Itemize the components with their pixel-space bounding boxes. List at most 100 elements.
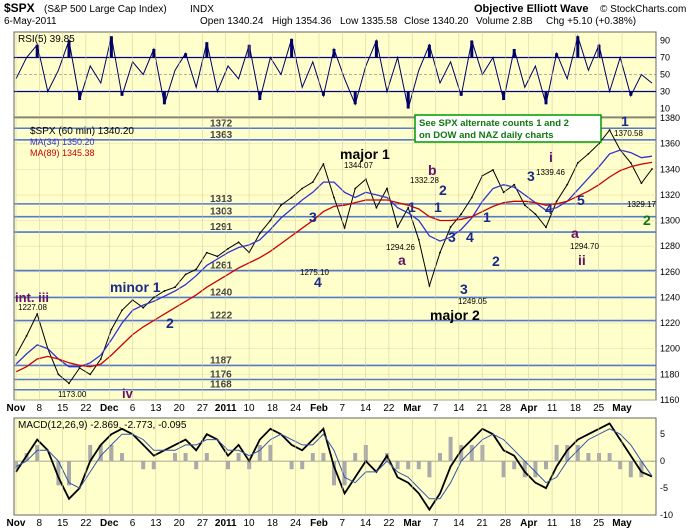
wave-3: 3 — [309, 209, 317, 225]
x-tick-label: 2011 — [215, 518, 237, 529]
price-point — [396, 226, 399, 228]
rsi-line — [15, 34, 653, 109]
stat-high: High 1354.36 — [272, 16, 332, 27]
price-point — [311, 181, 314, 183]
x-tick-label: 6 — [130, 403, 136, 414]
price-tick-label: 1180 — [660, 369, 679, 379]
price-tick-label: 1340 — [660, 164, 680, 174]
price-point — [354, 187, 357, 190]
x-tick-label: 8 — [37, 518, 43, 529]
ann-1370: 1370.58 — [614, 129, 643, 138]
x-tick-label: 22 — [383, 518, 395, 529]
x-tick-label: 13 — [150, 518, 162, 529]
note-line-2: on DOW and NAZ daily charts — [419, 130, 554, 141]
price-point — [386, 187, 388, 190]
ann-1294a: 1294.26 — [386, 243, 415, 252]
price-point — [227, 247, 229, 250]
macd-tick-label: -10 — [660, 510, 673, 520]
x-tick-label: May — [612, 403, 632, 414]
chart-exchange: INDX — [190, 4, 214, 15]
level-label: 1261 — [210, 261, 233, 272]
x-tick-label: 10 — [244, 403, 256, 414]
level-label: 1372 — [210, 118, 233, 129]
price-point — [640, 182, 643, 185]
price-point — [333, 196, 335, 199]
x-tick-label: 14 — [360, 403, 372, 414]
level-label: 1291 — [210, 222, 233, 233]
x-tick-label: May — [612, 518, 632, 529]
copyright-label: © StockCharts.com — [600, 4, 686, 15]
price-point — [428, 284, 431, 287]
macd-signal-line — [15, 428, 653, 500]
x-tick-label: Dec — [100, 403, 119, 414]
price-point — [195, 268, 198, 271]
price-point — [439, 251, 441, 254]
price-point — [598, 142, 600, 145]
stat-close: Close 1340.20 — [404, 16, 469, 27]
x-tick-label: 2011 — [215, 403, 237, 414]
ann-1249: 1249.05 — [458, 297, 487, 306]
price-point — [36, 313, 39, 315]
chart-date: 6-May-2011 — [4, 16, 57, 27]
wave-minor-2: 2 — [166, 315, 174, 331]
wave-c-2: 2 — [439, 182, 447, 198]
macd-tick-label: -5 — [660, 483, 668, 493]
wave-major-2: major 2 — [430, 307, 480, 323]
x-tick-label: Mar — [403, 518, 421, 529]
wave-ii: ii — [578, 252, 586, 268]
price-panel — [13, 117, 657, 401]
price-point — [492, 169, 494, 171]
ann-1344: 1344.07 — [344, 161, 373, 170]
price-point — [174, 286, 176, 289]
wave-new-1: 1 — [621, 113, 629, 129]
price-point — [460, 213, 463, 216]
x-tick-label: 7 — [433, 403, 439, 414]
price-tick-label: 1280 — [660, 241, 680, 251]
x-tick-label: 15 — [57, 403, 69, 414]
price-point — [587, 152, 590, 155]
wave-major-1: major 1 — [340, 146, 390, 162]
price-tick-label: 1320 — [660, 190, 680, 200]
price-point — [555, 200, 558, 203]
stat-open: Open 1340.24 — [200, 16, 264, 27]
wave-r-1: 1 — [483, 209, 491, 225]
wave-s5: 5 — [577, 192, 585, 208]
x-tick-label: 20 — [174, 403, 186, 414]
price-point — [502, 191, 505, 194]
wave-s3: 3 — [527, 168, 535, 184]
x-tick-label: 10 — [244, 518, 256, 529]
x-tick-label: 24 — [290, 518, 302, 529]
wave-c-4: 4 — [466, 229, 474, 245]
ann-1339: 1339.46 — [536, 168, 565, 177]
x-tick-label: 6 — [130, 518, 136, 529]
x-tick-label: 22 — [80, 403, 92, 414]
price-point — [417, 238, 420, 241]
wave-r-2: 2 — [492, 253, 500, 269]
chart-name: (S&P 500 Large Cap Index) — [44, 4, 167, 15]
price-point — [608, 129, 611, 131]
price-point — [470, 196, 473, 199]
level-label: 1303 — [210, 207, 233, 218]
price-legend-ma34: MA(34) 1350.20 — [30, 137, 95, 147]
x-tick-label: 11 — [547, 403, 558, 414]
x-tick-label: 21 — [477, 518, 489, 529]
wave-4: 4 — [314, 274, 322, 290]
note-line-1: See SPX alternate counts 1 and 2 — [419, 118, 569, 129]
rsi-tick-label: 70 — [660, 53, 670, 63]
x-tick-label: 22 — [80, 518, 92, 529]
chart-symbol: $SPX — [4, 1, 35, 15]
price-point — [651, 168, 653, 170]
price-point — [566, 183, 569, 186]
wave-minor-1: minor 1 — [110, 279, 161, 295]
x-tick-label: 7 — [340, 403, 346, 414]
x-tick-label: Feb — [310, 403, 328, 414]
price-point — [375, 206, 378, 209]
note-box — [414, 114, 602, 143]
price-tick-label: 1240 — [660, 292, 680, 302]
price-point — [269, 219, 272, 222]
x-tick-label: 7 — [340, 518, 346, 529]
macd-line — [15, 422, 653, 512]
x-tick-label: Mar — [403, 403, 421, 414]
price-point — [216, 255, 219, 258]
macd-tick-label: 0 — [660, 456, 665, 466]
